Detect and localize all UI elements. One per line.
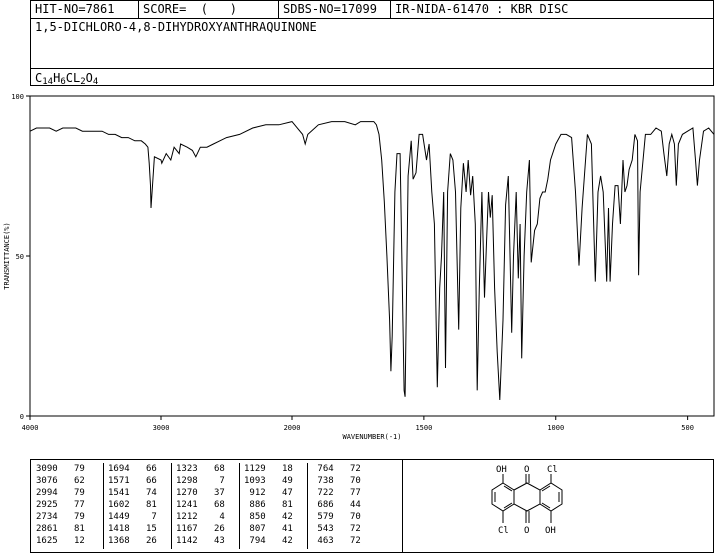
peak-row: 686 44	[317, 500, 361, 510]
peak-row: 1142 43	[176, 536, 225, 546]
header-divider	[31, 68, 713, 69]
x-tick-label: 1500	[415, 424, 432, 432]
header-divider	[31, 18, 713, 19]
spectrum-header: HIT-NO=7861 SCORE= ( ) SDBS-NO=17099 IR-…	[30, 0, 714, 87]
peak-row: 463 72	[317, 536, 361, 546]
peak-row: 1093 49	[244, 476, 293, 486]
molecular-formula: C14H6CL2O4	[35, 71, 99, 87]
peak-row: 738 70	[317, 476, 361, 486]
o-bottom-label: O	[524, 526, 529, 536]
hit-number: HIT-NO=7861	[31, 1, 139, 18]
oh-top-label: OH	[496, 465, 507, 475]
peak-row: 1270 37	[176, 488, 225, 498]
molecule-structure-diagram: OH O Cl Cl O OH	[491, 465, 563, 536]
peak-row: 3090 79	[36, 464, 85, 474]
peak-row: 2994 79	[36, 488, 85, 498]
sdbs-number: SDBS-NO=17099	[279, 1, 391, 18]
peak-column: 1323 68 1298 7 1270 37 1241 68 1212 4 11…	[172, 463, 240, 549]
peak-row: 1625 12	[36, 536, 85, 546]
peak-column: 1694 66 1571 66 1541 74 1602 81 1449 7 1…	[104, 463, 172, 549]
peak-row: 794 42	[249, 536, 293, 546]
structure-panel: OH O Cl Cl O OH	[403, 459, 714, 553]
peak-row: 1418 15	[108, 524, 157, 534]
cl-top-label: Cl	[547, 465, 558, 475]
peak-row: 1298 7	[176, 476, 225, 486]
compound-name: 1,5-DICHLORO-4,8-DIHYDROXYANTHRAQUINONE	[35, 20, 317, 34]
peak-row: 807 41	[249, 524, 293, 534]
peak-row: 912 47	[249, 488, 293, 498]
peak-row: 1212 4	[176, 512, 225, 522]
peak-row: 1129 18	[244, 464, 293, 474]
peak-row: 886 81	[249, 500, 293, 510]
x-tick-label: 1000	[547, 424, 564, 432]
peak-row: 1571 66	[108, 476, 157, 486]
spectrum-line	[29, 121, 715, 401]
middle-ring	[513, 482, 541, 512]
x-axis-label: WAVENUMBER(-1)	[342, 433, 401, 441]
o-top-label: O	[524, 465, 529, 475]
peak-row: 543 72	[317, 524, 361, 534]
peak-row: 850 42	[249, 512, 293, 522]
y-tick-label: 0	[20, 413, 24, 421]
peak-column: 3090 79 3076 62 2994 79 2925 77 2734 79 …	[36, 463, 104, 549]
y-tick-label: 100	[11, 93, 24, 101]
peak-row: 722 77	[317, 488, 361, 498]
score: SCORE= ( )	[139, 1, 279, 18]
peak-row: 579 70	[317, 512, 361, 522]
source-info: IR-NIDA-61470 : KBR DISC	[395, 2, 569, 16]
peak-row: 1323 68	[176, 464, 225, 474]
peak-column: 1129 18 1093 49 912 47 886 81 850 42 807…	[240, 463, 308, 549]
x-tick-label: 3000	[153, 424, 170, 432]
x-tick-label: 500	[681, 424, 694, 432]
peak-row: 3076 62	[36, 476, 85, 486]
peak-row: 2734 79	[36, 512, 85, 522]
peak-row: 1449 7	[108, 512, 157, 522]
y-tick-label: 50	[16, 253, 24, 261]
peak-row: 1541 74	[108, 488, 157, 498]
peak-row: 764 72	[317, 464, 361, 474]
peak-row: 1368 26	[108, 536, 157, 546]
peak-row: 1694 66	[108, 464, 157, 474]
oh-bottom-label: OH	[545, 526, 556, 536]
x-tick-label: 4000	[22, 424, 39, 432]
x-tick-label: 2000	[284, 424, 301, 432]
peak-row: 1241 68	[176, 500, 225, 510]
peak-row: 2861 81	[36, 524, 85, 534]
cl-bottom-label: Cl	[498, 526, 509, 536]
y-axis-label: TRANSMITTANCE(%)	[3, 222, 11, 289]
peak-row: 1167 26	[176, 524, 225, 534]
peak-row: 2925 77	[36, 500, 85, 510]
peak-column: 764 72 738 70 722 77 686 44 579 70 543 7…	[308, 463, 400, 549]
peak-table: 3090 79 3076 62 2994 79 2925 77 2734 79 …	[30, 459, 403, 553]
peak-row: 1602 81	[108, 500, 157, 510]
